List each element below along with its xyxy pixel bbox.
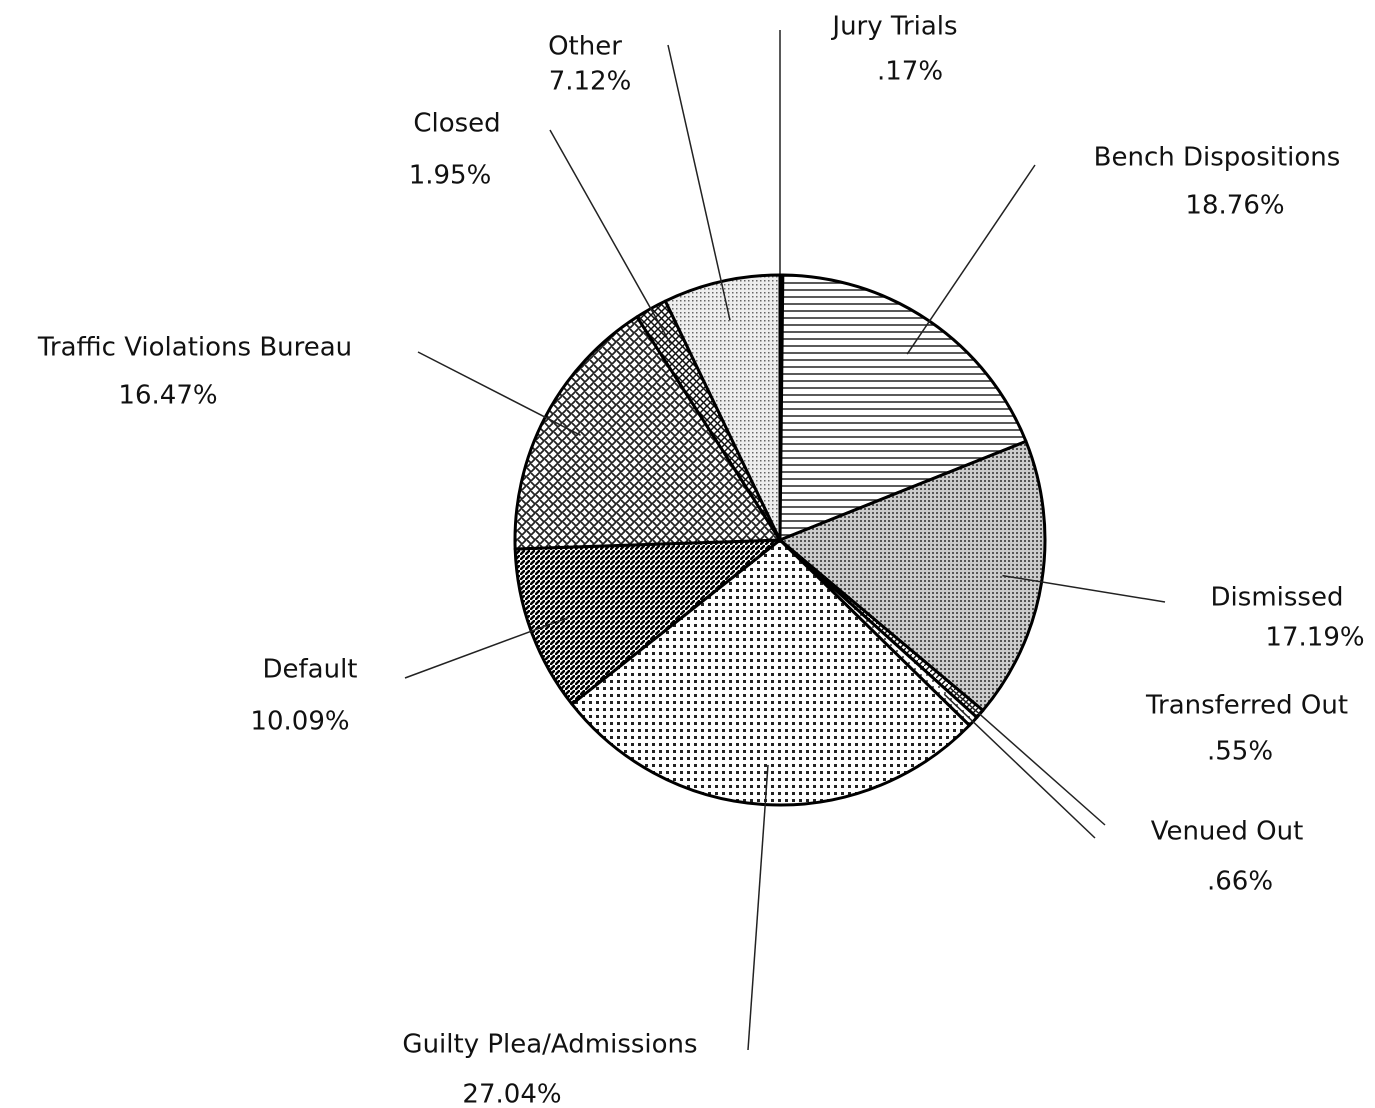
slice-label: Default — [263, 655, 358, 685]
leader-line — [549, 129, 671, 344]
slice-label: Jury Trials — [830, 12, 957, 42]
slice-label: Other — [548, 32, 622, 62]
leader-line — [667, 44, 731, 321]
slice-label: Transferred Out — [1145, 691, 1348, 721]
leader-line — [404, 616, 569, 679]
slice-label: Venued Out — [1151, 817, 1304, 847]
slice-value-label: 7.12% — [549, 67, 632, 97]
slice-label: Guilty Plea/Admissions — [402, 1030, 697, 1060]
leader-line — [1002, 574, 1166, 603]
slice-value-label: 10.09% — [250, 707, 349, 737]
slice-value-label: .55% — [1207, 737, 1273, 767]
slice-value-label: 27.04% — [462, 1080, 561, 1108]
slice-label: Bench Dispositions — [1094, 143, 1341, 173]
leader-line — [417, 351, 581, 436]
slice-value-label: .17% — [877, 57, 943, 87]
leader-line — [949, 687, 1106, 826]
slice-value-label: .66% — [1207, 867, 1273, 897]
leader-line — [906, 164, 1036, 355]
slice-value-label: 16.47% — [118, 381, 217, 411]
leader-line — [747, 764, 769, 1051]
leader-line — [943, 693, 1096, 839]
slice-label: Traffic Violations Bureau — [37, 333, 352, 363]
slice-value-label: 17.19% — [1265, 623, 1364, 653]
slice-label: Closed — [413, 109, 500, 139]
slice-value-label: 18.76% — [1185, 191, 1284, 221]
slice-label: Dismissed — [1211, 583, 1344, 613]
slice-value-label: 1.95% — [409, 161, 492, 191]
